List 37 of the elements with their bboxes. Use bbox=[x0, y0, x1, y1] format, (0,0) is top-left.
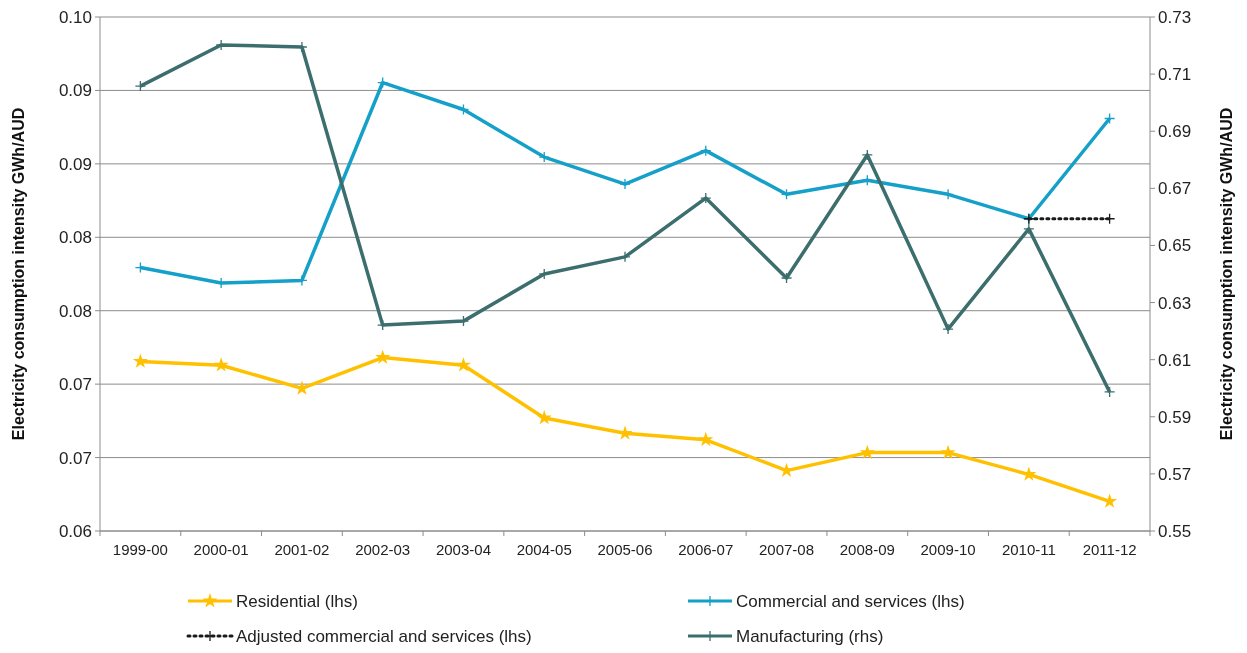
y2-tick-label: 0.59 bbox=[1158, 407, 1192, 427]
y2-tick-label: 0.71 bbox=[1158, 65, 1192, 85]
legend-label: Adjusted commercial and services (lhs) bbox=[236, 627, 532, 646]
x-tick-label: 2002-03 bbox=[355, 541, 411, 558]
y2-tick-label: 0.73 bbox=[1158, 7, 1192, 27]
x-tick-label: 2011-12 bbox=[1082, 541, 1137, 558]
y2-tick-label: 0.67 bbox=[1158, 179, 1192, 199]
x-tick-label: 2007-08 bbox=[759, 541, 815, 558]
x-tick-label: 2001-02 bbox=[274, 541, 330, 558]
y2-tick-label: 0.65 bbox=[1158, 236, 1192, 256]
y2-tick-label: 0.61 bbox=[1158, 350, 1192, 370]
y-tick-label: 0.09 bbox=[58, 154, 92, 174]
y-tick-label: 0.09 bbox=[58, 81, 92, 101]
x-tick-label: 2000-01 bbox=[193, 541, 249, 558]
y2-tick-label: 0.57 bbox=[1158, 464, 1192, 484]
legend-label: Commercial and services (lhs) bbox=[736, 592, 965, 611]
y-tick-label: 0.06 bbox=[58, 521, 92, 541]
y-axis-title: Electricity consumption intensity GWh/AUD bbox=[10, 107, 27, 441]
x-tick-label: 2009-10 bbox=[920, 541, 976, 558]
x-tick-label: 2010-11 bbox=[1001, 541, 1056, 558]
y2-tick-label: 0.63 bbox=[1158, 293, 1192, 313]
legend-label: Residential (lhs) bbox=[236, 592, 358, 611]
y-tick-label: 0.10 bbox=[58, 7, 92, 27]
y-tick-label: 0.07 bbox=[58, 375, 92, 395]
y2-tick-label: 0.69 bbox=[1158, 122, 1192, 142]
x-tick-label: 2008-09 bbox=[839, 541, 895, 558]
y-tick-label: 0.07 bbox=[58, 448, 92, 468]
x-tick-label: 2005-06 bbox=[597, 541, 653, 558]
y-tick-label: 0.08 bbox=[58, 301, 92, 321]
y2-axis-title: Electricity consumption intensity GWh/AUD bbox=[1218, 107, 1235, 441]
legend-label: Manufacturing (rhs) bbox=[736, 627, 884, 646]
x-tick-label: 2004-05 bbox=[516, 541, 572, 558]
y2-tick-label: 0.55 bbox=[1158, 521, 1192, 541]
x-tick-label: 1999-00 bbox=[112, 541, 168, 558]
x-tick-label: 2006-07 bbox=[678, 541, 734, 558]
x-tick-label: 2003-04 bbox=[435, 541, 491, 558]
y-tick-label: 0.08 bbox=[58, 228, 92, 248]
